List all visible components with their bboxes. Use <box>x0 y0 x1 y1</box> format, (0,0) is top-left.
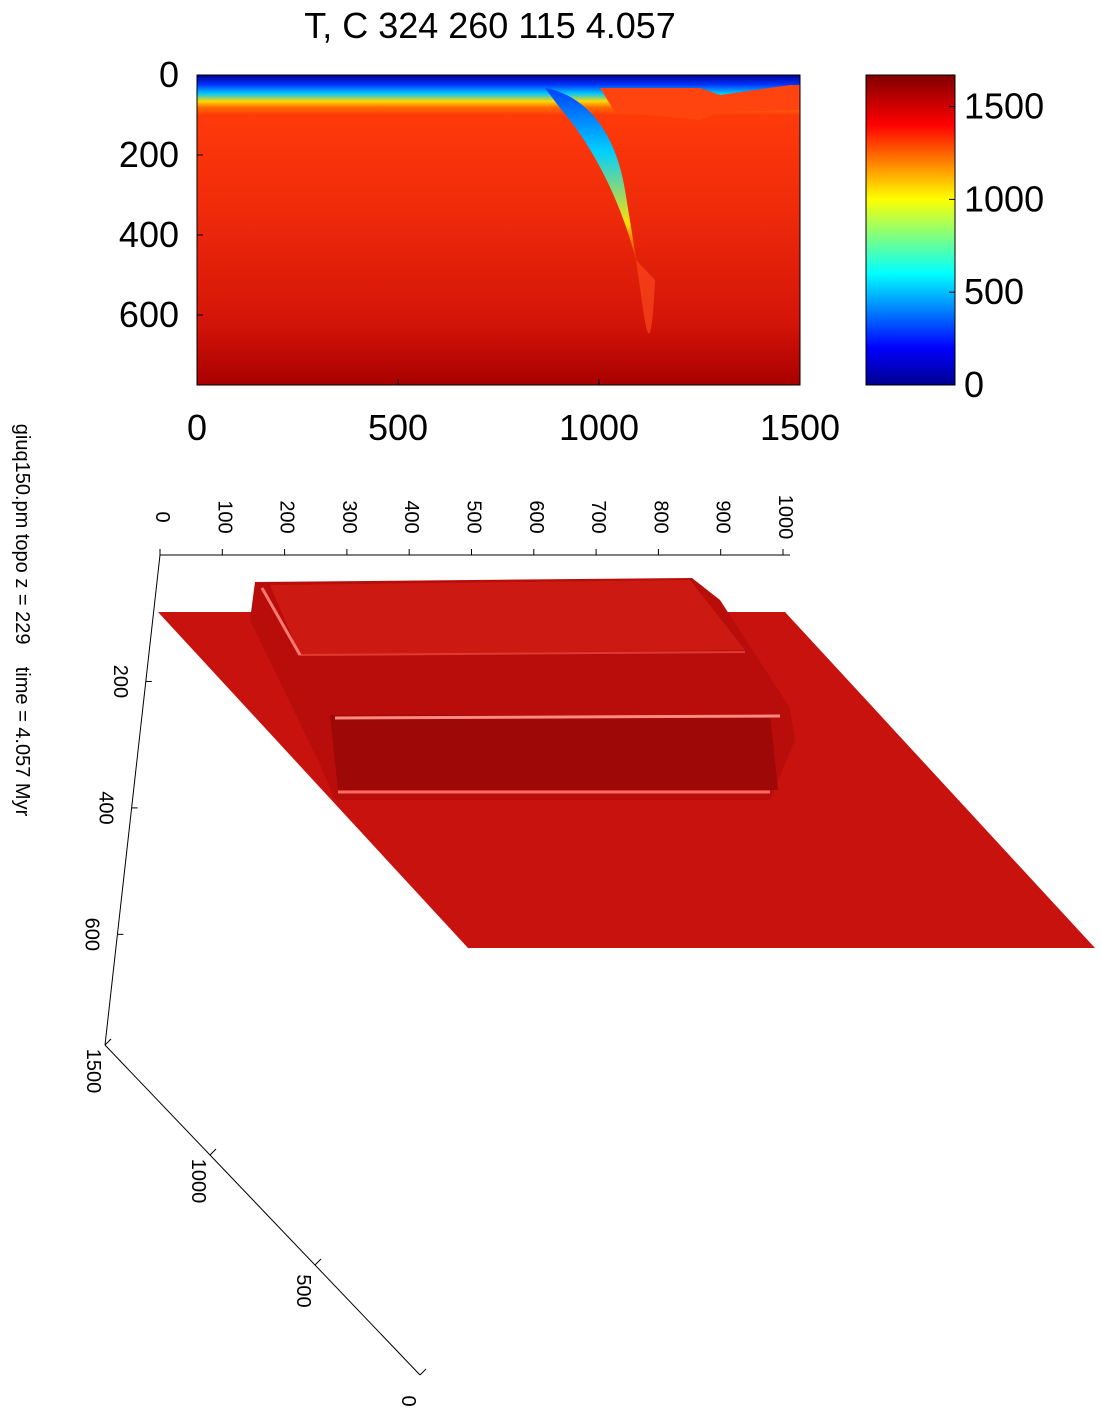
y-tick-label: 200 <box>119 134 179 175</box>
axis-tick <box>314 1258 322 1266</box>
chart-title: T, C 324 260 115 4.057 <box>304 5 676 46</box>
axis-tick-label: 200 <box>109 665 131 698</box>
axis-tick-label: 400 <box>400 500 422 533</box>
y-tick-label: 600 <box>119 294 179 335</box>
axis-tick <box>419 1368 427 1376</box>
x-tick-label: 0 <box>187 407 207 448</box>
x-tick-label: 1500 <box>760 407 840 448</box>
axis-tick-label: 900 <box>712 500 734 533</box>
axis-tick-label: 700 <box>587 500 609 533</box>
axis-tick-label: 600 <box>80 918 102 951</box>
axis-tick-label: 1500 <box>82 1049 104 1094</box>
x-tick-label: 500 <box>368 407 428 448</box>
axis-tick-label: 200 <box>276 500 298 533</box>
axis-tick-label: 0 <box>397 1395 419 1406</box>
surface-block-top <box>270 580 745 655</box>
slab-feature <box>545 88 638 270</box>
surface-highlight <box>334 714 781 720</box>
colorbar-tick-label: 0 <box>964 364 984 405</box>
colorbar-tick-label: 500 <box>964 271 1024 312</box>
x-axis-line <box>104 1044 421 1376</box>
chart-title: giuq150.pm topo z = 229 time = 4.057 Myr <box>11 424 33 817</box>
heatmap-field <box>197 75 800 385</box>
axis-tick-label: 100 <box>213 500 235 533</box>
surface-trough <box>330 715 778 790</box>
x-tick-label: 1000 <box>559 407 639 448</box>
axis-tick-label: 500 <box>292 1274 314 1307</box>
axis-tick-label: 0 <box>151 511 173 522</box>
axis-tick <box>209 1148 217 1156</box>
surface-highlight <box>299 651 746 656</box>
plot-frame <box>196 74 801 386</box>
plate-feature <box>600 85 800 120</box>
colorbar-tick-label: 1500 <box>964 86 1044 127</box>
surface-highlight <box>260 587 302 656</box>
colorbar-tick-label: 1000 <box>964 178 1044 219</box>
y-axis-line <box>104 554 161 1046</box>
y-tick-label: 0 <box>159 54 179 95</box>
axis-tick-label: 800 <box>649 500 671 533</box>
axis-tick-label: 1000 <box>187 1159 209 1204</box>
axis-tick-label: 600 <box>525 500 547 533</box>
axis-tick-label: 300 <box>338 500 360 533</box>
axis-tick-label: 500 <box>463 500 485 533</box>
axis-tick-label: 400 <box>95 791 117 824</box>
plume-feature <box>636 260 655 334</box>
axis-tick <box>104 1038 112 1046</box>
y-tick-label: 400 <box>119 214 179 255</box>
axis-tick-label: 1000 <box>774 495 796 540</box>
colorbar <box>865 74 956 386</box>
